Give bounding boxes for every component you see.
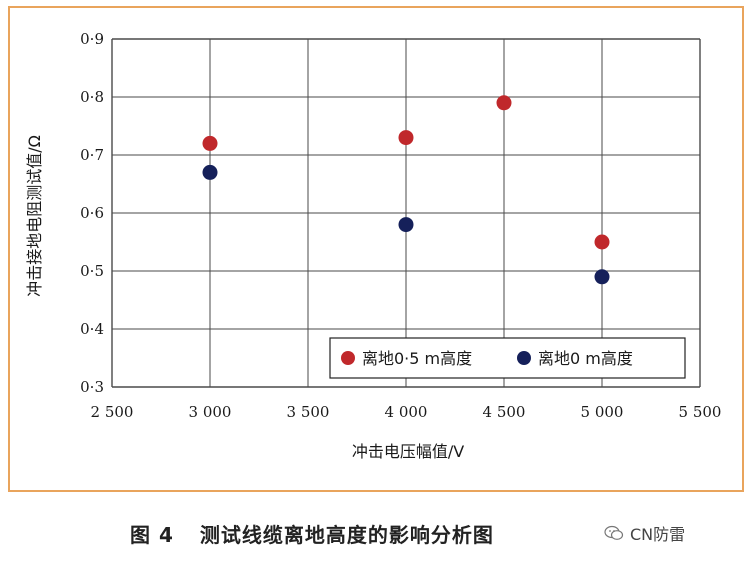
data-point-series-1	[202, 135, 218, 151]
data-point-series-2	[398, 217, 414, 233]
figure-number: 图 4	[130, 523, 174, 547]
data-point-series-1	[496, 95, 512, 111]
tick-labels: 2 500 3 000 3 500 4 000 4 500 5 000 5 500 0·3 0·…	[80, 30, 721, 421]
y-tick-label: 0·4	[80, 320, 104, 338]
scatter-chart: 2 500 3 000 3 500 4 000 4 500 5 000 5 500 0·3 0·…	[25, 30, 721, 461]
y-tick-label: 0·3	[80, 378, 104, 396]
data-point-series-2	[594, 269, 610, 285]
legend-box	[329, 337, 686, 379]
figure-title: 测试线缆离地高度的影响分析图	[199, 523, 494, 547]
legend-marker-series-1	[341, 351, 355, 365]
y-tick-label: 0·5	[80, 262, 104, 280]
legend-label-series-1: 离地0·5 m高度	[362, 349, 472, 368]
data-point-series-1	[398, 130, 414, 146]
grid-lines	[111, 38, 701, 388]
x-axis-title: 冲击电压幅值/V	[352, 442, 464, 461]
data-point-series-2	[202, 164, 218, 180]
legend-label-series-2: 离地0 m高度	[538, 349, 633, 368]
wechat-icon	[604, 525, 624, 540]
x-tick-label: 4 000	[385, 403, 428, 421]
watermark-text: CN防雷	[630, 525, 686, 544]
watermark: CN防雷	[604, 521, 685, 545]
x-tick-label: 4 500	[483, 403, 526, 421]
x-tick-label: 2 500	[91, 403, 134, 421]
legend-marker-series-2	[517, 351, 531, 365]
x-tick-label: 5 000	[581, 403, 624, 421]
x-tick-label: 3 000	[189, 403, 232, 421]
figure-caption: 图 4 测试线缆离地高度的影响分析图	[130, 519, 494, 548]
x-tick-label: 3 500	[287, 403, 330, 421]
data-point-series-1	[594, 234, 610, 250]
figure-frame	[8, 6, 744, 492]
data-points	[202, 95, 610, 285]
y-axis-title: 冲击接地电阻测试值/Ω	[25, 135, 44, 297]
y-tick-label: 0·7	[80, 146, 104, 164]
legend: 离地0·5 m高度 离地0 m高度	[329, 337, 686, 379]
y-tick-label: 0·6	[80, 204, 104, 222]
x-tick-label: 5 500	[679, 403, 722, 421]
y-tick-label: 0·8	[80, 88, 104, 106]
y-tick-label: 0·9	[80, 30, 104, 48]
